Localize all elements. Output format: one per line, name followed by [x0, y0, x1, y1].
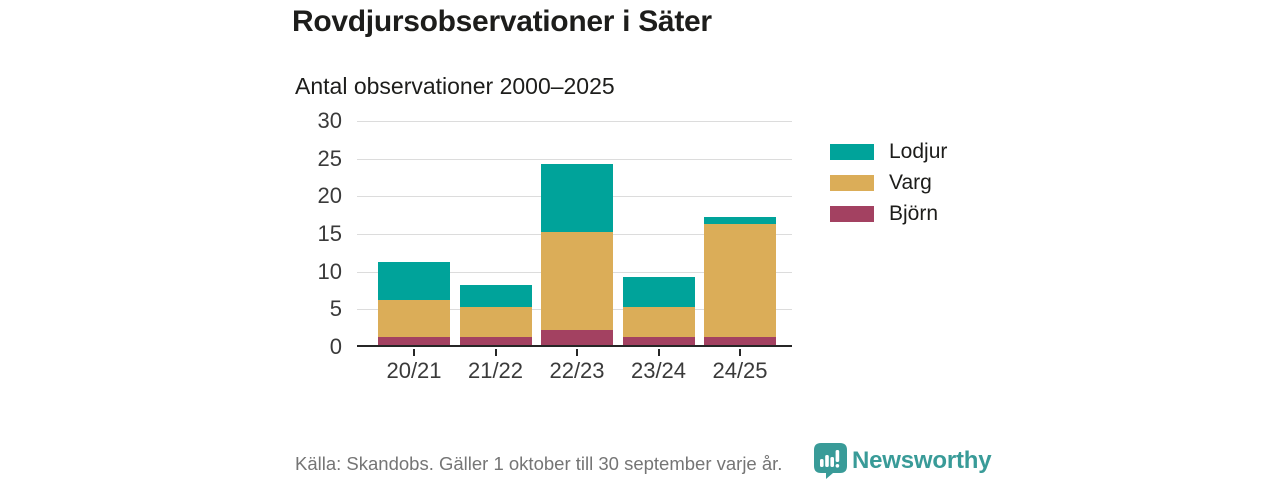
bar-segment-bjo-rn-21-22 — [459, 337, 532, 345]
bar-segment-lodjur-20-21 — [378, 262, 450, 300]
x-axis-tick-label: 22/23 — [549, 358, 605, 383]
x-axis-tick — [494, 349, 497, 356]
legend-label: Varg — [889, 171, 932, 194]
bar-segment-bjo-rn-20-21 — [378, 337, 450, 345]
legend-label: Björn — [889, 202, 939, 225]
bar-segment-lodjur-21-22 — [459, 284, 532, 308]
x-axis-tick — [657, 349, 660, 356]
bar-segment-varg-21-22 — [459, 307, 532, 338]
bar-segment-lodjur-23-24 — [622, 277, 695, 308]
y-axis-tick-label: 5 — [329, 296, 342, 322]
legend-item-bjo-rn: Björn — [830, 203, 947, 225]
y-axis-tick-label: 25 — [317, 145, 342, 171]
bar-segment-varg-24-25 — [704, 224, 776, 338]
chart-subtitle: Antal observationer 2000–2025 — [295, 73, 615, 99]
bar-segment-varg-20-21 — [378, 299, 450, 338]
x-axis-tick-label: 20/21 — [386, 358, 442, 383]
legend-item-lodjur: Lodjur — [830, 141, 947, 163]
newsworthy-wordmark: Newsworthy — [852, 447, 992, 474]
gridline-y25 — [357, 158, 792, 160]
chart-title: Rovdjursobservationer i Säter — [292, 5, 712, 38]
x-axis-tick-label: 21/22 — [467, 358, 524, 383]
x-axis-tick-label: 23/24 — [630, 358, 687, 383]
bar-segment-lodjur-22-23 — [541, 164, 613, 232]
legend-swatch-bjo-rn — [830, 206, 874, 222]
y-axis-tick-label: 15 — [317, 221, 342, 246]
gridline-y30 — [357, 121, 792, 122]
legend-label: Lodjur — [889, 140, 948, 163]
bar-segment-bjo-rn-23-24 — [622, 337, 695, 345]
legend-swatch-lodjur — [830, 144, 874, 160]
x-axis-tick — [413, 349, 415, 356]
bar-segment-bjo-rn-22-23 — [541, 329, 613, 345]
newsworthy-logo-icon — [814, 443, 847, 480]
y-axis-tick-label: 20 — [317, 183, 342, 209]
plot-area — [357, 121, 792, 347]
bar-segment-bjo-rn-24-25 — [704, 337, 776, 345]
legend-swatch-varg — [830, 175, 874, 191]
bar-segment-lodjur-24-25 — [704, 216, 776, 225]
bar-segment-varg-22-23 — [541, 232, 613, 330]
legend: Lodjur Varg Björn — [830, 141, 947, 234]
x-axis-tick-label: 24/25 — [712, 358, 768, 383]
bar-segment-varg-23-24 — [622, 307, 695, 338]
source-note: Källa: Skandobs. Gäller 1 oktober till 3… — [295, 453, 783, 474]
y-axis-tick-label: 30 — [317, 108, 342, 133]
y-axis-tick-label: 10 — [317, 258, 342, 284]
y-axis-tick-label: 0 — [329, 334, 342, 359]
x-axis-tick — [739, 349, 741, 356]
legend-item-varg: Varg — [830, 172, 947, 194]
x-axis-tick — [576, 349, 578, 356]
